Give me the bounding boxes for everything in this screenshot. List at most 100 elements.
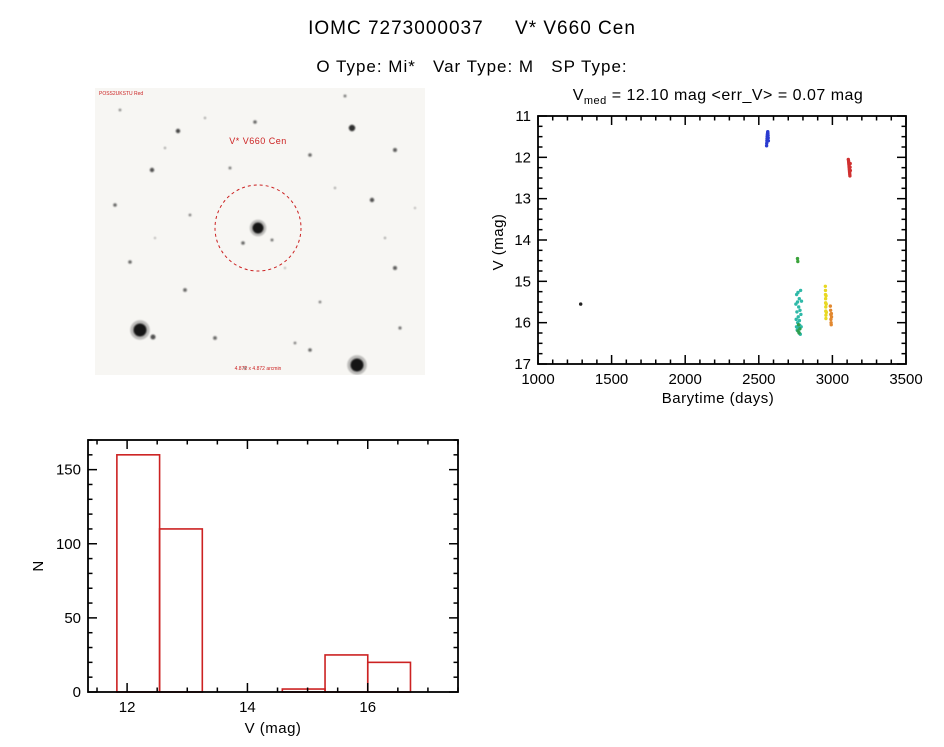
data-point-epoch-red (848, 165, 852, 169)
star (308, 153, 312, 157)
lightcurve-plot: 1000 1500 2000 2500 3000 3500 11 12 13 14 15 16 17 (514, 108, 922, 388)
data-point-epoch-orange (829, 311, 834, 316)
data-point-epoch-teal (796, 315, 800, 319)
data-point-epoch-teal (797, 318, 802, 323)
lightcurve-title: Vmed = 12.10 mag <err_V> = 0.07 mag (498, 87, 938, 107)
data-point-epoch-blue (766, 136, 770, 140)
star (153, 236, 157, 240)
star (253, 120, 257, 124)
data-point-epoch-green-dark (798, 327, 802, 331)
lc-title-rest: = 12.10 mag <err_V> = 0.07 mag (606, 87, 864, 104)
y-tick-label: 100 (56, 536, 81, 553)
star (413, 206, 417, 210)
data-point-epoch-orange (829, 323, 833, 327)
data-point-epoch-yellow (824, 294, 828, 298)
data-point-epoch-teal (797, 296, 801, 301)
star (350, 358, 364, 372)
star (369, 197, 375, 203)
finder-size-text: 4.872 x 4.872 arcmin (234, 366, 282, 372)
data-point-epoch-yellow (824, 313, 828, 317)
histogram-ylabel: N (30, 560, 47, 572)
data-point-epoch-red (848, 168, 853, 173)
star (318, 300, 322, 304)
finder-target-label: V* V660 Cen (229, 136, 287, 146)
data-point-epoch-teal (796, 290, 800, 295)
y-tick-label: 0 (73, 684, 81, 701)
data-point-epoch-green-dark (796, 323, 801, 327)
lc-title-subscript: med (583, 95, 607, 108)
star (228, 166, 232, 170)
data-point-epoch-teal (796, 305, 801, 309)
data-point-epoch-teal (799, 299, 804, 303)
plot-frame (87, 439, 459, 693)
data-point-epoch-red (848, 174, 852, 178)
star (133, 323, 147, 337)
data-point-epoch-green-outlier (795, 256, 800, 261)
lc-title-prefix: V (572, 87, 584, 104)
star (333, 186, 337, 190)
plot-frame (537, 115, 907, 365)
x-tick-label: 3000 (816, 371, 849, 388)
star (118, 108, 122, 112)
finder-survey-text: POSS2UKSTU Red (99, 91, 144, 97)
data-point-epoch-blue (764, 144, 769, 148)
hist-bar (324, 654, 369, 693)
histogram-xlabel: V (mag) (244, 720, 302, 737)
data-point-epoch-yellow (823, 284, 828, 288)
finder-chart: POSS2UKSTU Red V* V660 Cen 4.872 x 4.872… (95, 88, 425, 375)
data-point-epoch-blue (766, 139, 771, 143)
data-point-epoch-orange (828, 308, 833, 312)
data-point-single-dark-point (578, 302, 583, 306)
data-point-epoch-red (848, 161, 852, 166)
star (203, 116, 207, 120)
star (150, 334, 156, 340)
star (128, 260, 132, 264)
x-tick-label: 2500 (742, 371, 775, 388)
data-point-epoch-yellow (824, 302, 828, 306)
x-tick-label: 12 (119, 699, 136, 716)
data-point-epoch-yellow (824, 305, 828, 309)
star (183, 288, 187, 292)
data-point-epoch-orange (828, 304, 833, 308)
hist-bar (366, 661, 412, 693)
data-point-epoch-green-outlier (796, 259, 800, 264)
x-tick-label: 16 (359, 699, 376, 716)
data-point-epoch-yellow (823, 296, 828, 301)
finder-chart-image (95, 88, 425, 375)
x-tick-label: 14 (239, 699, 256, 716)
star (243, 366, 247, 370)
star (270, 238, 274, 242)
star (175, 128, 181, 134)
page-title: IOMC 7273000037 V* V660 Cen (308, 18, 636, 39)
y-tick-label: 50 (64, 610, 81, 627)
hist-bar (158, 528, 204, 693)
data-point-epoch-teal (798, 308, 802, 312)
star (149, 167, 155, 173)
y-tick-label: 150 (56, 462, 81, 479)
y-tick-label: 16 (514, 315, 531, 332)
data-point-epoch-green-dark (797, 331, 801, 335)
x-tick-label: 1000 (521, 371, 554, 388)
star (188, 213, 192, 217)
y-tick-label: 13 (514, 191, 531, 208)
star (163, 146, 167, 150)
hist-bar (116, 454, 161, 693)
x-tick-label: 1500 (595, 371, 628, 388)
star (348, 124, 356, 132)
data-point-epoch-yellow (823, 288, 828, 293)
data-point-epoch-yellow (824, 310, 829, 315)
data-point-epoch-teal (799, 312, 803, 317)
page-subtitle: O Type: Mi* Var Type: M SP Type: (316, 57, 628, 76)
target-circle (214, 184, 302, 272)
y-tick-label: 14 (514, 232, 531, 249)
data-point-epoch-teal (795, 310, 799, 314)
star (398, 326, 402, 330)
y-tick-label: 17 (514, 356, 531, 373)
star (113, 203, 117, 207)
data-point-epoch-yellow (824, 316, 828, 321)
x-tick-label: 3500 (889, 371, 922, 388)
star (252, 222, 264, 234)
star (308, 348, 312, 352)
data-point-epoch-orange (829, 315, 834, 319)
y-tick-label: 12 (514, 149, 531, 166)
